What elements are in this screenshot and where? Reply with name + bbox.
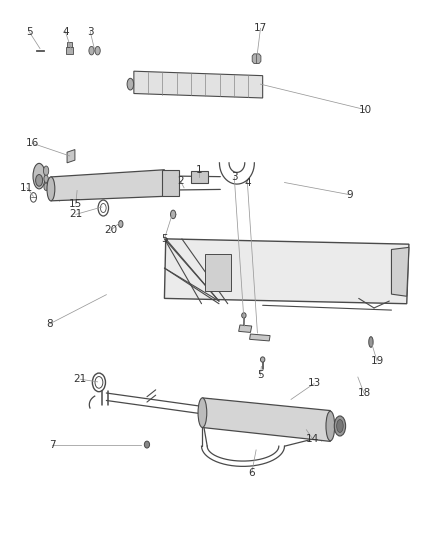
Bar: [205, 254, 231, 292]
Ellipse shape: [44, 175, 48, 182]
Text: 21: 21: [74, 374, 87, 384]
Bar: [66, 47, 73, 54]
Text: 11: 11: [20, 183, 34, 193]
Bar: [67, 42, 72, 47]
Text: 21: 21: [69, 209, 82, 220]
Text: 1: 1: [196, 165, 203, 175]
Text: 13: 13: [307, 378, 321, 389]
Ellipse shape: [119, 221, 123, 228]
Ellipse shape: [95, 46, 100, 55]
Ellipse shape: [44, 183, 48, 190]
Ellipse shape: [337, 419, 343, 432]
Text: 14: 14: [306, 434, 319, 445]
Text: 2: 2: [177, 176, 184, 187]
Ellipse shape: [89, 46, 94, 55]
Bar: [162, 169, 179, 196]
Ellipse shape: [242, 313, 246, 318]
Text: 17: 17: [254, 23, 267, 34]
Polygon shape: [36, 50, 44, 51]
Polygon shape: [164, 239, 409, 304]
Text: 8: 8: [46, 319, 53, 329]
Text: 20: 20: [104, 225, 117, 236]
Text: 5: 5: [257, 370, 264, 381]
Ellipse shape: [334, 416, 346, 436]
Bar: [191, 171, 208, 183]
Polygon shape: [250, 334, 270, 341]
Text: 18: 18: [357, 388, 371, 398]
Text: 3: 3: [231, 172, 237, 182]
Polygon shape: [202, 398, 330, 441]
Polygon shape: [252, 54, 261, 63]
Ellipse shape: [47, 177, 55, 201]
Text: 7: 7: [49, 440, 56, 450]
Polygon shape: [134, 71, 263, 98]
Polygon shape: [67, 150, 75, 163]
Ellipse shape: [198, 398, 207, 427]
Text: 10: 10: [359, 104, 372, 115]
Text: 9: 9: [346, 190, 353, 200]
Text: 15: 15: [69, 199, 82, 209]
Ellipse shape: [369, 337, 373, 348]
Polygon shape: [51, 169, 164, 201]
Text: 19: 19: [371, 356, 384, 366]
Text: 3: 3: [87, 27, 93, 37]
Polygon shape: [239, 325, 252, 333]
Text: 6: 6: [248, 468, 255, 478]
Ellipse shape: [33, 164, 45, 189]
Text: 16: 16: [25, 138, 39, 148]
Text: 4: 4: [62, 27, 69, 37]
Ellipse shape: [261, 357, 265, 362]
Ellipse shape: [127, 78, 134, 90]
Text: 5: 5: [161, 234, 168, 244]
Text: 4: 4: [244, 177, 251, 188]
Polygon shape: [392, 247, 409, 296]
Ellipse shape: [170, 210, 176, 219]
Ellipse shape: [145, 441, 150, 448]
Ellipse shape: [35, 174, 42, 186]
Ellipse shape: [326, 411, 335, 441]
Ellipse shape: [43, 166, 49, 175]
Text: 5: 5: [26, 27, 32, 37]
